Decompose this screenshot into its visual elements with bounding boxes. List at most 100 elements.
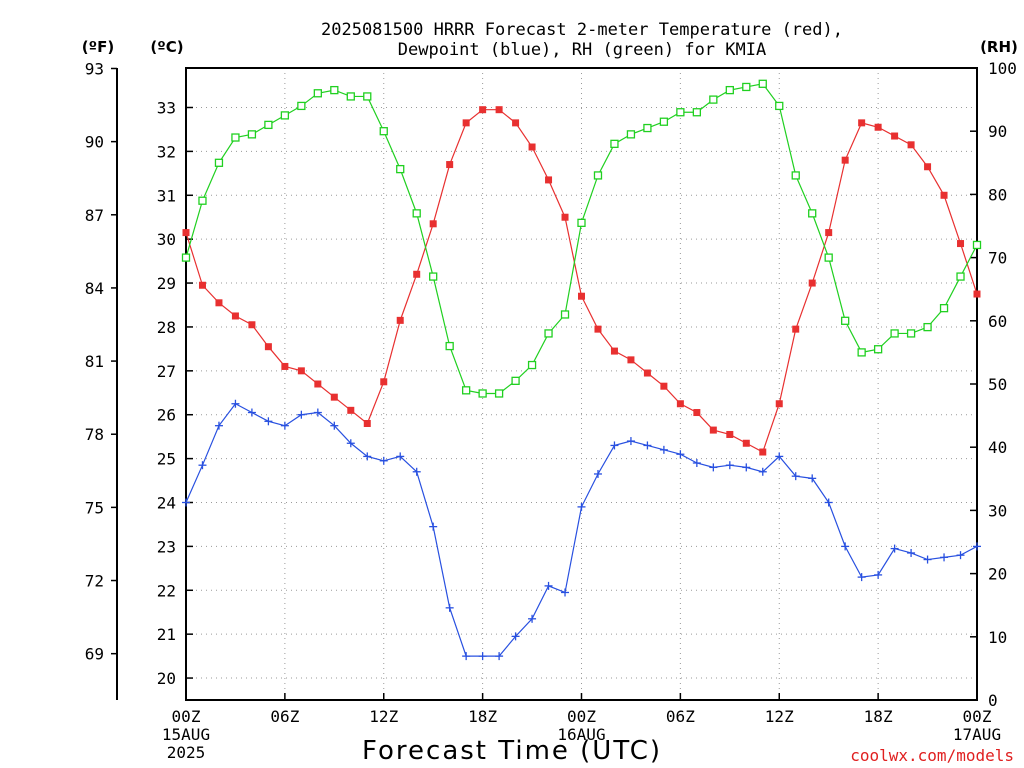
rh-tick-label: 20 xyxy=(988,565,1007,584)
dewpoint-point xyxy=(528,614,537,623)
rh-point xyxy=(346,92,355,101)
temperature-point xyxy=(413,270,421,278)
rh-point xyxy=(412,209,421,218)
rh-tick-label: 100 xyxy=(988,59,1017,78)
temperature-point xyxy=(792,325,800,333)
dewpoint-point xyxy=(874,570,883,579)
dewpoint-point xyxy=(956,551,965,560)
rh-point xyxy=(643,123,652,133)
x-tick-label: 06Z xyxy=(666,707,695,726)
rh-point xyxy=(791,171,800,180)
temperature-point xyxy=(396,316,404,324)
rh-point xyxy=(379,127,388,136)
temperature-point xyxy=(808,279,816,287)
temperature-point xyxy=(759,448,767,456)
dewpoint-point xyxy=(626,437,635,446)
dewpoint-point xyxy=(412,467,421,476)
rh-tick-label: 40 xyxy=(988,438,1007,457)
dewpoint-point xyxy=(313,408,322,417)
rh-tick-label: 70 xyxy=(988,249,1007,268)
dewpoint-point xyxy=(363,452,372,461)
temperature-point xyxy=(858,119,866,127)
fahrenheit-tick-label: 93 xyxy=(85,59,104,78)
rh-point xyxy=(445,341,454,351)
x-tick-label: 12Z xyxy=(765,707,794,726)
rh-point xyxy=(692,108,702,117)
rh-tick-label: 90 xyxy=(988,122,1007,141)
rh-point xyxy=(577,218,586,227)
temperature-point xyxy=(594,325,602,333)
temperature-point xyxy=(182,229,190,237)
x-tick-label: 00Z xyxy=(172,707,201,726)
rh-point xyxy=(297,101,306,111)
temperature-point xyxy=(709,426,717,434)
rh-point xyxy=(857,348,866,357)
temperature-point xyxy=(643,369,651,377)
dewpoint-point xyxy=(659,445,668,454)
x-tick-label: 18Z xyxy=(468,707,497,726)
rh-point xyxy=(231,133,240,142)
dewpoint-point xyxy=(429,522,438,531)
celsius-tick-label: 28 xyxy=(157,318,176,337)
temperature-point xyxy=(874,123,882,131)
celsius-tick-label: 24 xyxy=(157,494,176,513)
axes xyxy=(111,67,978,701)
rh-tick-label: 10 xyxy=(988,628,1007,647)
celsius-tick-label: 30 xyxy=(157,230,176,249)
dewpoint-point xyxy=(940,553,949,562)
dewpoint-point xyxy=(231,399,240,408)
credit-text: coolwx.com/models xyxy=(850,746,1014,765)
rh-tick-label: 30 xyxy=(988,501,1007,520)
dewpoint-point xyxy=(198,461,207,470)
celsius-tick-label: 31 xyxy=(157,186,176,205)
dewpoint-point xyxy=(445,603,454,612)
temperature-point xyxy=(429,220,437,228)
fahrenheit-tick-label: 75 xyxy=(85,498,104,517)
rh-point xyxy=(396,164,405,174)
rh-point xyxy=(330,85,339,95)
temperature-point xyxy=(924,163,932,171)
rh-point xyxy=(214,158,224,167)
dewpoint-point xyxy=(182,498,190,507)
temperature-point xyxy=(446,161,454,169)
fahrenheit-tick-label: 72 xyxy=(85,572,104,591)
temperature-point xyxy=(248,321,256,329)
dewpoint-point xyxy=(824,498,833,507)
x-tick-label: 15AUG xyxy=(162,725,210,744)
x-tick-label: 00Z xyxy=(963,707,992,726)
dewpoint-point xyxy=(923,555,932,564)
x-tick-label: 17AUG xyxy=(953,725,1001,744)
rh-point xyxy=(824,253,833,262)
dewpoint-point xyxy=(577,502,586,511)
x-axis-label: Forecast Time (UTC) xyxy=(362,736,662,766)
temperature-point xyxy=(314,380,322,388)
chart-title-line2: Dewpoint (blue), RH (green) for KMIA xyxy=(398,40,766,60)
dewpoint-point xyxy=(610,441,619,450)
celsius-tick-label: 27 xyxy=(157,362,176,381)
temperature-point xyxy=(775,400,783,408)
celsius-tick-label: 32 xyxy=(157,142,176,161)
x-tick-label: 06Z xyxy=(270,707,299,726)
x-tick-label: 00Z xyxy=(567,707,596,726)
data-series xyxy=(181,79,982,661)
temperature-point xyxy=(330,393,338,401)
rh-point xyxy=(198,196,207,205)
temperature-point xyxy=(479,106,487,114)
rh-point xyxy=(709,95,718,104)
celsius-tick-label: 25 xyxy=(157,450,176,469)
temperature-point xyxy=(660,382,668,390)
rh-point xyxy=(841,316,850,325)
temperature-point xyxy=(281,362,289,370)
temperature-point xyxy=(462,119,470,127)
rh-point xyxy=(808,209,817,218)
rh-point xyxy=(626,130,636,139)
rh-point xyxy=(511,376,520,385)
dewpoint-point xyxy=(297,410,306,419)
rh-unit-label: (RH) xyxy=(980,38,1018,56)
dewpoint-point xyxy=(692,459,701,467)
celsius-tick-label: 33 xyxy=(157,99,176,118)
tick-labels: 69 72 75 78 81 84 87 90 93 20 21 22 23 24 25 26 27 28 29 30… xyxy=(85,59,1017,762)
rh-point xyxy=(890,329,899,338)
dewpoint-point xyxy=(758,467,767,476)
temperature-point xyxy=(742,439,750,447)
